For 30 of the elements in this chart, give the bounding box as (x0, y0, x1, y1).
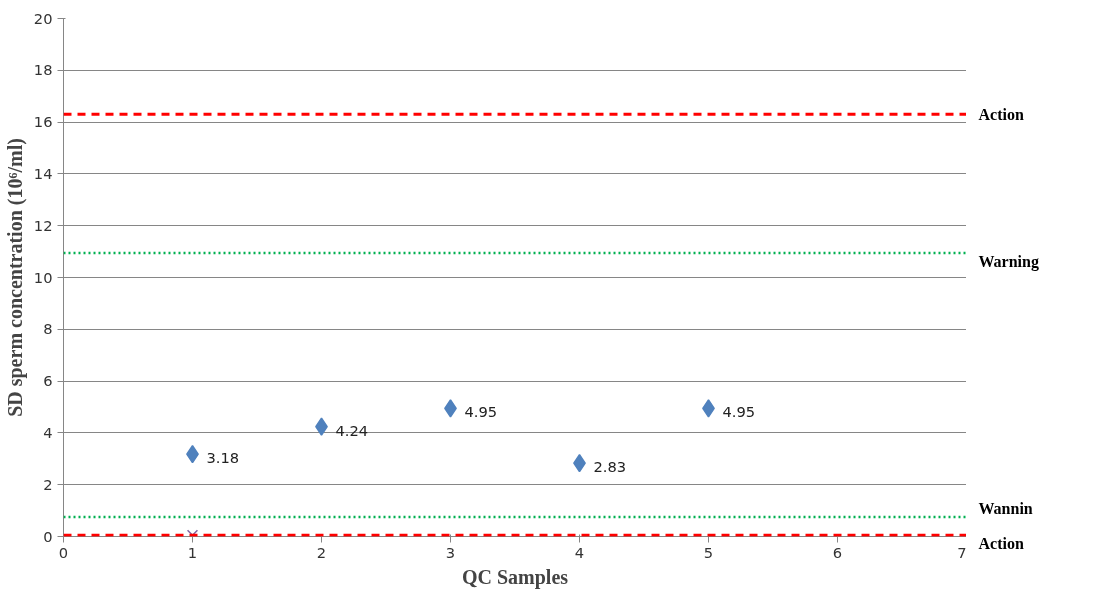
x-tick-label: 0 (58, 543, 69, 561)
y-tick-label: 12 (33, 216, 53, 234)
data-label: 2.83 (593, 458, 627, 476)
x-tick-label: 7 (957, 543, 967, 561)
y-tick-label: 2 (43, 475, 53, 493)
y-tick-label: 20 (33, 9, 53, 27)
x-tick-label: 2 (316, 543, 327, 561)
y-tick-label: 6 (43, 372, 53, 390)
y-tick-label: 16 (33, 113, 53, 131)
data-label: 4.95 (464, 403, 498, 421)
x-tick-label: 6 (832, 543, 843, 561)
ref-line-label: Action (978, 535, 1024, 553)
data-label: 4.24 (335, 421, 369, 439)
y-tick-label: 14 (33, 164, 53, 182)
x-tick-label: 4 (574, 543, 585, 561)
y-tick-label: 8 (43, 320, 53, 338)
x-axis-title: QC Samples (461, 565, 569, 589)
data-label: 4.95 (722, 403, 756, 421)
ref-line-label: Wannin (978, 500, 1033, 518)
y-tick-label: 18 (33, 61, 53, 79)
x-tick-label: 1 (187, 543, 198, 561)
y-axis-title: SD sperm concentration (10⁶/ml) (3, 138, 27, 417)
data-label: 3.18 (206, 449, 240, 467)
y-tick-label: 10 (33, 268, 53, 286)
y-tick-label: 0 (43, 527, 53, 545)
ref-line-label: Warning (978, 252, 1039, 271)
x-tick-label: 3 (445, 543, 456, 561)
x-tick-label: 5 (703, 543, 714, 561)
y-tick-label: 4 (43, 423, 53, 441)
ref-line-label: Action (978, 105, 1024, 123)
